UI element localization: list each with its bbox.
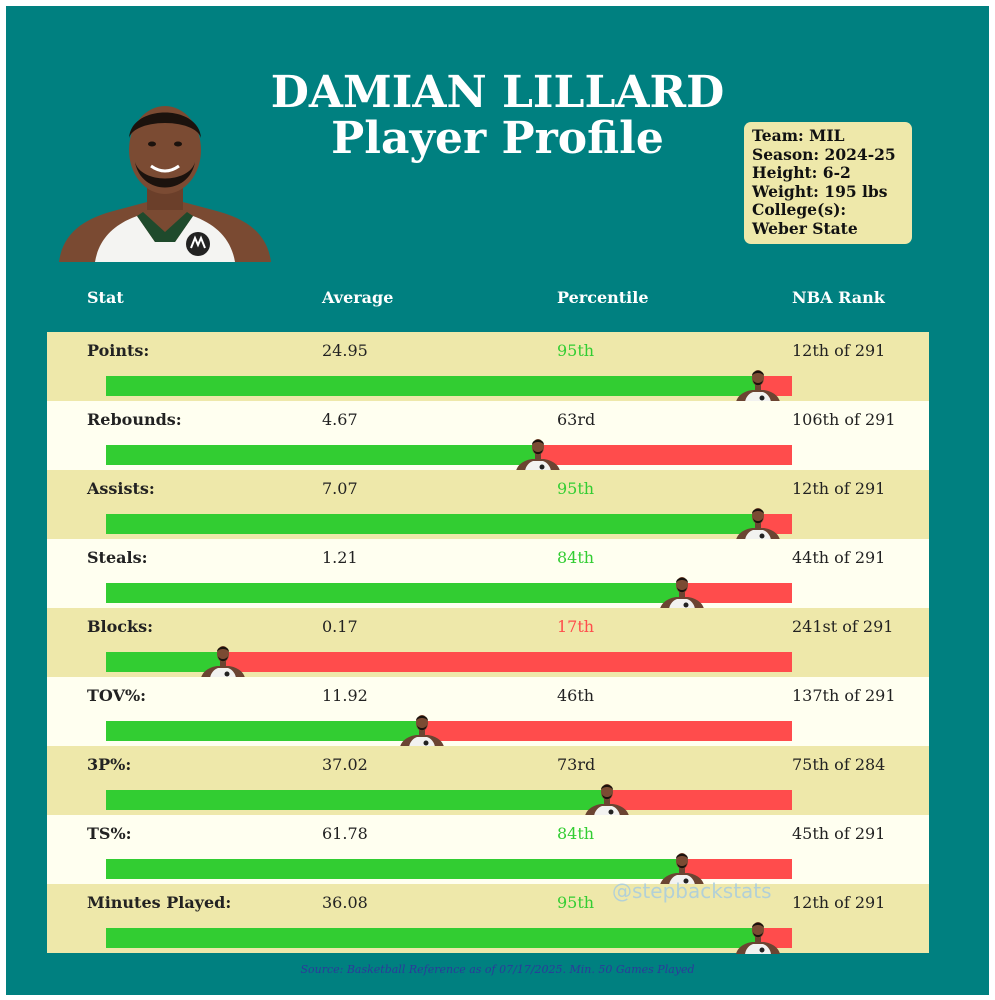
header-average: Average	[322, 288, 394, 307]
stat-percentile: 17th	[557, 617, 595, 636]
player-marker-icon	[735, 368, 781, 402]
header-percentile: Percentile	[557, 288, 649, 307]
percentile-bar-fill	[106, 376, 758, 396]
stat-rank: 137th of 291	[792, 686, 896, 705]
percentile-bar-fill	[106, 652, 223, 672]
stat-label: TOV%:	[87, 686, 147, 705]
percentile-bar	[106, 859, 792, 879]
stat-row: Rebounds: 4.67 63rd 106th of 291	[47, 401, 929, 471]
info-weight: Weight: 195 lbs	[752, 181, 888, 201]
percentile-bar-fill	[106, 514, 758, 534]
stat-rank: 241st of 291	[792, 617, 894, 636]
stat-average: 11.92	[322, 686, 368, 705]
percentile-bar-fill	[106, 790, 607, 810]
stat-row: TOV%: 11.92 46th 137th of 291	[47, 677, 929, 747]
stat-percentile: 95th	[557, 893, 595, 912]
stat-average: 24.95	[322, 341, 368, 360]
stat-percentile: 63rd	[557, 410, 596, 429]
stat-label: Blocks:	[87, 617, 154, 636]
source-note: Source: Basketball Reference as of 07/17…	[300, 963, 695, 976]
stat-percentile: 95th	[557, 341, 595, 360]
info-season: Season: 2024-25	[752, 144, 896, 164]
stat-row: Points: 24.95 95th 12th of 291	[47, 332, 929, 402]
stat-row: Minutes Played: 36.08 95th 12th of 291	[47, 884, 929, 954]
percentile-bar-fill	[106, 928, 758, 948]
stat-label: 3P%:	[87, 755, 132, 774]
stat-percentile: 95th	[557, 479, 595, 498]
stat-row: Blocks: 0.17 17th 241st of 291	[47, 608, 929, 678]
stat-average: 4.67	[322, 410, 358, 429]
stat-rank: 12th of 291	[792, 893, 886, 912]
stat-row: Steals: 1.21 84th 44th of 291	[47, 539, 929, 609]
percentile-bar	[106, 445, 792, 465]
stat-average: 7.07	[322, 479, 358, 498]
stat-rank: 106th of 291	[792, 410, 896, 429]
player-marker-icon	[735, 506, 781, 540]
stat-label: Steals:	[87, 548, 148, 567]
stat-rank: 45th of 291	[792, 824, 886, 843]
percentile-bar	[106, 583, 792, 603]
percentile-bar	[106, 928, 792, 948]
percentile-bar	[106, 514, 792, 534]
percentile-bar-fill	[106, 583, 683, 603]
player-marker-icon	[584, 782, 630, 816]
stat-rank: 44th of 291	[792, 548, 886, 567]
player-marker-icon	[659, 575, 705, 609]
stat-percentile: 84th	[557, 824, 595, 843]
stat-percentile: 46th	[557, 686, 595, 705]
stat-label: Points:	[87, 341, 150, 360]
player-marker-icon	[735, 920, 781, 954]
player-photo	[59, 106, 271, 262]
stat-average: 1.21	[322, 548, 358, 567]
stat-average: 0.17	[322, 617, 358, 636]
stat-label: Assists:	[87, 479, 155, 498]
watermark: @stepbackstats	[612, 879, 772, 903]
info-college: Weber State	[752, 218, 858, 238]
info-height: Height: 6-2	[752, 163, 851, 182]
stat-average: 36.08	[322, 893, 368, 912]
player-info-box: Team: MIL Season: 2024-25 Height: 6-2 We…	[744, 122, 912, 244]
percentile-bar	[106, 790, 792, 810]
player-marker-icon	[659, 851, 705, 885]
stat-percentile: 73rd	[557, 755, 596, 774]
player-name: DAMIAN LILLARD	[270, 67, 725, 118]
stat-label: TS%:	[87, 824, 132, 843]
stat-percentile: 84th	[557, 548, 595, 567]
stat-row: TS%: 61.78 84th 45th of 291	[47, 815, 929, 885]
player-marker-icon	[399, 713, 445, 747]
stat-average: 37.02	[322, 755, 368, 774]
info-team: Team: MIL	[752, 126, 845, 145]
stat-rank: 12th of 291	[792, 479, 886, 498]
percentile-bar	[106, 721, 792, 741]
player-marker-icon	[200, 644, 246, 678]
percentile-bar	[106, 652, 792, 672]
stat-label: Minutes Played:	[87, 893, 232, 912]
percentile-bar-fill	[106, 859, 683, 879]
title-subtitle: Player Profile	[331, 113, 664, 164]
stat-average: 61.78	[322, 824, 368, 843]
player-marker-icon	[515, 437, 561, 471]
percentile-bar-fill	[106, 721, 422, 741]
header-rank: NBA Rank	[792, 288, 885, 307]
info-college-label: College(s):	[752, 200, 847, 219]
header-stat: Stat	[87, 288, 124, 307]
stat-row: Assists: 7.07 95th 12th of 291	[47, 470, 929, 540]
percentile-bar	[106, 376, 792, 396]
stat-row: 3P%: 37.02 73rd 75th of 284	[47, 746, 929, 816]
stat-label: Rebounds:	[87, 410, 182, 429]
percentile-bar-fill	[106, 445, 539, 465]
page-title: DAMIAN LILLARD Player Profile	[0, 70, 995, 162]
stat-rank: 12th of 291	[792, 341, 886, 360]
stat-rank: 75th of 284	[792, 755, 886, 774]
